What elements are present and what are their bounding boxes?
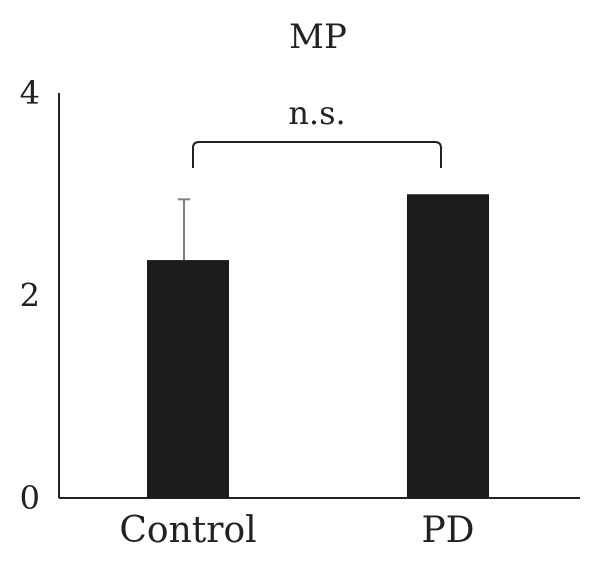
significance-label: n.s. <box>288 94 345 132</box>
significance-bracket <box>192 141 442 168</box>
bars <box>147 194 489 498</box>
x-axis: Control PD <box>59 497 580 551</box>
significance-annotation: n.s. <box>192 94 442 168</box>
y-tick-label: 4 <box>20 74 40 112</box>
chart-title: MP <box>289 17 347 57</box>
y-tick-label: 0 <box>20 479 40 517</box>
bar <box>407 194 489 498</box>
y-tick-label: 2 <box>20 277 40 315</box>
x-tick-label: Control <box>119 510 256 551</box>
x-tick-label: PD <box>421 510 474 551</box>
bar <box>147 260 229 498</box>
y-axis: 0 2 4 <box>20 74 60 517</box>
